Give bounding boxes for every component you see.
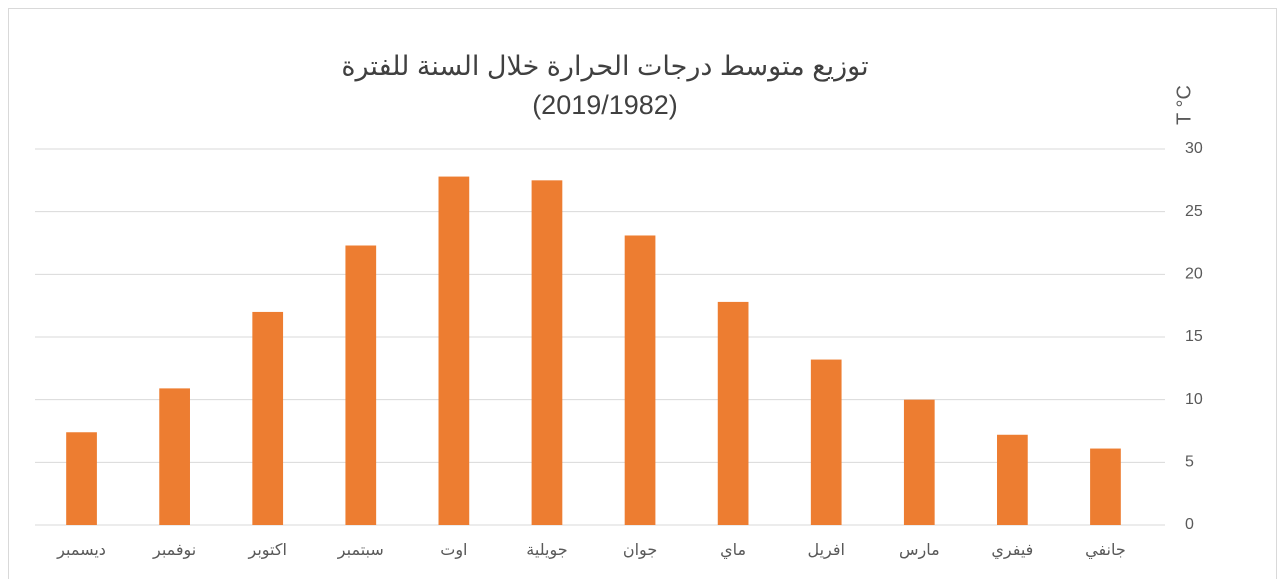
x-tick-label: اوت <box>440 542 467 560</box>
y-tick-label: 5 <box>1185 454 1194 471</box>
x-tick-label: مارس <box>899 542 940 560</box>
bar <box>1090 448 1121 525</box>
bar <box>903 399 935 525</box>
chart-title: توزيع متوسط درجات الحرارة خلال السنة للف… <box>341 51 868 82</box>
bar <box>717 301 749 525</box>
bar <box>810 359 842 525</box>
bar <box>531 180 563 526</box>
x-tick-label: اكتوبر <box>247 542 286 560</box>
bar <box>66 432 97 525</box>
y-tick-label: 0 <box>1185 516 1194 533</box>
y-tick-label: 10 <box>1185 391 1203 408</box>
x-tick-label: ماي <box>720 542 746 560</box>
bar <box>624 235 656 526</box>
bar <box>438 176 470 525</box>
bar <box>997 434 1028 525</box>
x-tick-label: افريل <box>807 542 845 560</box>
x-tick-label: سبتمبر <box>337 542 384 560</box>
chart-title: (2019/1982) <box>532 90 678 120</box>
y-tick-label: 30 <box>1185 140 1203 157</box>
bar <box>159 388 190 525</box>
bar <box>345 245 377 526</box>
x-tick-label: نوفمبر <box>152 542 196 560</box>
y-tick-label: 25 <box>1185 203 1203 220</box>
y-tick-label: 15 <box>1185 328 1203 345</box>
bar <box>252 311 284 525</box>
x-tick-label: ديسمبر <box>56 542 106 560</box>
x-tick-label: فيفري <box>991 542 1033 560</box>
x-tick-label: جانفي <box>1085 542 1126 560</box>
y-tick-label: 20 <box>1185 266 1203 283</box>
x-tick-label: جوان <box>623 542 657 560</box>
y-axis-label: T °C <box>1173 85 1195 125</box>
x-tick-label: جويلية <box>526 542 567 560</box>
